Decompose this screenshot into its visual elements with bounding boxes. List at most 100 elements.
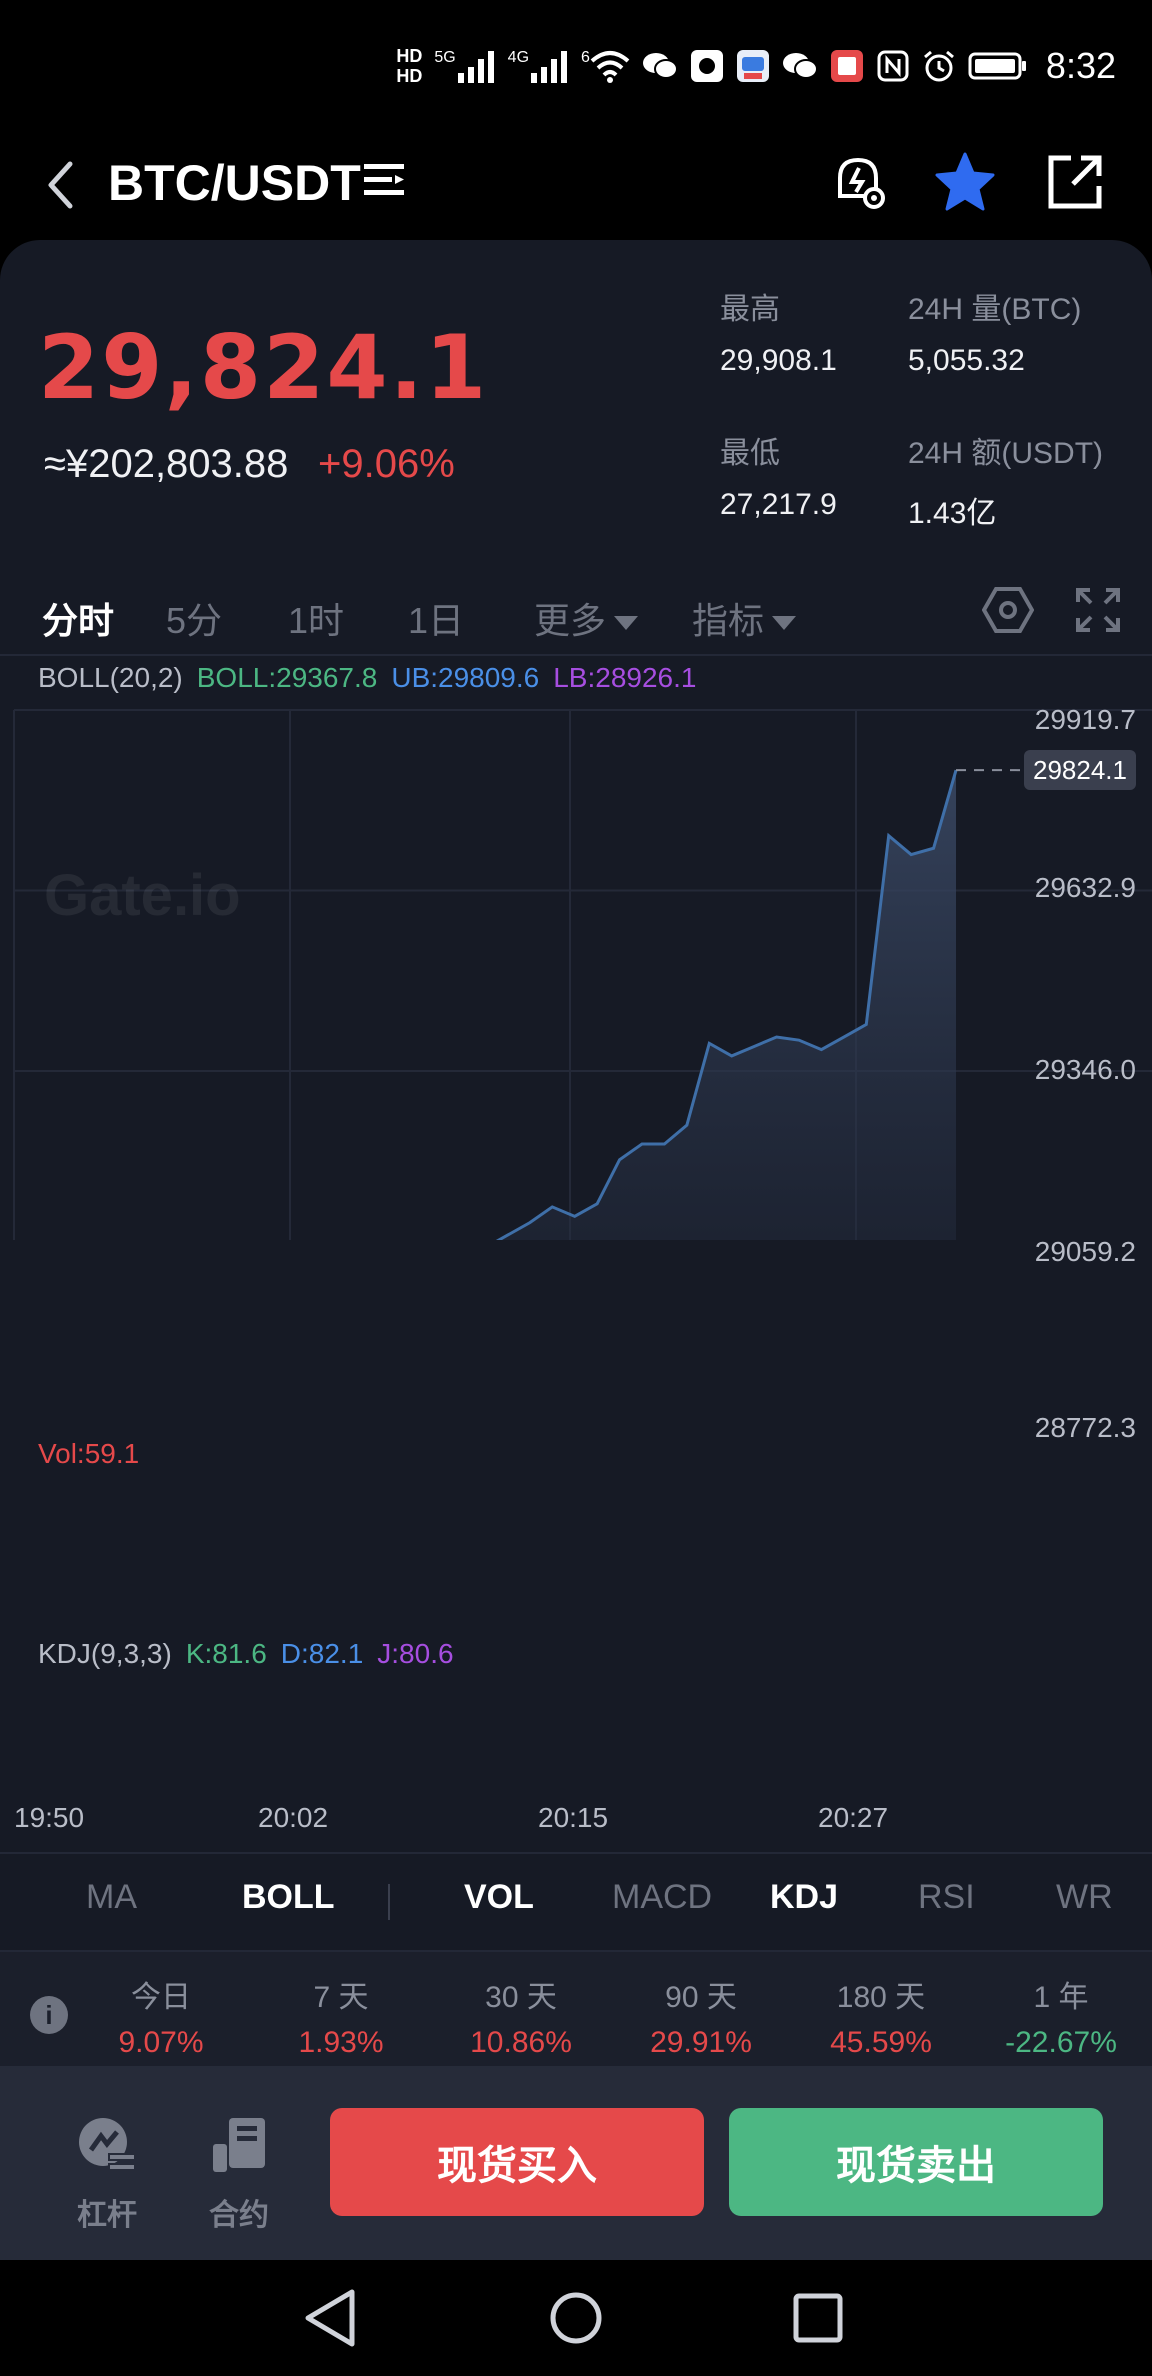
wifi-icon: 6 <box>581 49 630 83</box>
tab-1hour[interactable]: 1时 <box>288 600 345 641</box>
back-button[interactable] <box>30 150 90 220</box>
perf-label: 180 天 <box>836 1981 926 2014</box>
triangle-back-icon <box>305 2289 355 2347</box>
nfc-icon <box>876 49 910 83</box>
back-icon <box>48 161 73 209</box>
y-tick: 28772.3 <box>1034 1412 1136 1443</box>
amount-label: 24H 额(USDT) <box>908 437 1104 470</box>
perf-value: 29.91% <box>650 2026 752 2059</box>
indicators-label: 指标 <box>692 600 765 641</box>
tab-1day[interactable]: 1日 <box>408 600 465 641</box>
contract-icon <box>213 2118 265 2172</box>
cny-price: ≈¥202,803.88 <box>44 442 289 486</box>
fullscreen-icon <box>1076 588 1120 632</box>
status-bar: HD HD 5G 4G 6 <box>0 0 1152 130</box>
performance-row: i 今日 9.07% 7 天 1.93% 30 天 10.86% 90 天 29… <box>0 1952 1152 2070</box>
perf-value: 10.86% <box>470 2026 572 2059</box>
divider <box>0 1950 1152 1952</box>
contract-button[interactable]: 合约 <box>194 2114 284 2234</box>
x-tick: 20:15 <box>538 1802 609 1833</box>
perf-value: 9.07% <box>118 2026 204 2059</box>
perf-30d: 30 天 10.86% <box>446 1972 596 2060</box>
j-value: J:80.6 <box>377 1638 454 1669</box>
y-tick: 29059.2 <box>1034 1236 1136 1267</box>
price-line <box>495 769 958 1240</box>
tab-boll[interactable]: BOLL <box>242 1878 335 1916</box>
chart-settings-button[interactable] <box>978 580 1038 640</box>
share-icon <box>1048 155 1102 209</box>
tab-ma[interactable]: MA <box>86 1878 137 1916</box>
leverage-label: 杠杆 <box>77 2199 137 2232</box>
gate-watermark: Gate.io <box>44 863 241 928</box>
kdj-legend: KDJ(9,3,3) K:81.6 D:82.1 J:80.6 <box>38 1638 468 1670</box>
app-icon <box>736 49 770 83</box>
circle-home-icon <box>550 2292 602 2344</box>
alert-bell-icon <box>838 157 885 209</box>
tab-vol[interactable]: VOL <box>464 1878 534 1916</box>
boll-legend: BOLL(20,2) BOLL:29367.8 UB:29809.6 LB:28926… <box>38 662 710 694</box>
tab-macd[interactable]: MACD <box>612 1878 713 1916</box>
x-tick: 19:50 <box>14 1802 85 1833</box>
perf-value: 45.59% <box>830 2026 932 2059</box>
perf-value: 1.93% <box>298 2026 384 2059</box>
divider <box>0 654 1152 656</box>
price-alert-button[interactable] <box>818 142 898 222</box>
info-icon[interactable]: i <box>30 1996 68 2034</box>
nav-home-button[interactable] <box>536 2282 616 2354</box>
share-button[interactable] <box>1035 142 1115 222</box>
low-label: 最低 <box>720 437 780 470</box>
top-header: BTC/USDT <box>0 130 1152 240</box>
bottom-trade-bar: 杠杆 合约 现货买入 现货卖出 <box>0 2066 1152 2260</box>
tab-kdj[interactable]: KDJ <box>770 1878 839 1916</box>
low-value: 27,217.9 <box>720 488 837 521</box>
favorite-button[interactable] <box>925 142 1005 222</box>
lb-value: LB:28926.1 <box>553 662 697 693</box>
kdj-title: KDJ(9,3,3) <box>38 1638 172 1669</box>
volume-value: 5,055.32 <box>908 344 1025 377</box>
leverage-button[interactable]: 杠杆 <box>62 2114 152 2234</box>
y-tick: 29346.0 <box>1034 1054 1136 1085</box>
star-icon <box>935 152 995 211</box>
d-value: D:82.1 <box>280 1638 364 1669</box>
alarm-icon <box>922 49 956 83</box>
status-time: 8:32 <box>1045 45 1116 86</box>
perf-label: 30 天 <box>485 1981 557 2014</box>
tab-timeshare[interactable]: 分时 <box>42 600 115 641</box>
chevron-down-icon <box>772 616 797 631</box>
change-percent: +9.06% <box>318 442 455 486</box>
perf-label: 90 天 <box>665 1981 737 2014</box>
perf-today: 今日 9.07% <box>86 1972 236 2060</box>
more-dropdown[interactable]: 更多 <box>534 592 639 644</box>
hexagon-settings-icon <box>982 587 1034 633</box>
app-icon <box>830 49 864 83</box>
more-label: 更多 <box>534 600 607 641</box>
perf-label: 7 天 <box>313 1981 369 2014</box>
y-tick: 29632.9 <box>1034 872 1136 903</box>
tab-wr[interactable]: WR <box>1056 1878 1113 1916</box>
perf-1y: 1 年 -22.67% <box>986 1972 1136 2060</box>
spot-buy-button[interactable]: 现货买入 <box>330 2108 704 2216</box>
tab-separator <box>388 1884 390 1920</box>
last-price: 29,824.1 <box>38 316 489 419</box>
tab-5min[interactable]: 5分 <box>166 600 223 641</box>
amount-value: 1.43亿 <box>908 497 997 530</box>
spot-sell-button[interactable]: 现货卖出 <box>729 2108 1103 2216</box>
menu-lines-icon[interactable] <box>362 158 412 208</box>
perf-label: 1 年 <box>1033 1981 1089 2014</box>
indicators-dropdown[interactable]: 指标 <box>692 592 797 644</box>
k-value: K:81.6 <box>185 1638 267 1669</box>
y-tick: 29919.7 <box>1034 704 1136 735</box>
volume-legend: Vol:59.1 <box>38 1438 140 1469</box>
price-area <box>498 770 956 1240</box>
current-price-tag: 29824.1 <box>1024 750 1136 790</box>
pair-title[interactable]: BTC/USDT <box>108 155 361 211</box>
x-tick: 20:27 <box>818 1802 889 1833</box>
tab-rsi[interactable]: RSI <box>918 1878 975 1916</box>
perf-value: -22.67% <box>1005 2026 1117 2059</box>
nav-back-button[interactable] <box>290 2282 370 2354</box>
nav-recents-button[interactable] <box>778 2282 858 2354</box>
high-label: 最高 <box>720 293 780 326</box>
fullscreen-button[interactable] <box>1068 580 1128 640</box>
perf-180d: 180 天 45.59% <box>806 1972 956 2060</box>
price-chart[interactable] <box>0 240 1152 1240</box>
